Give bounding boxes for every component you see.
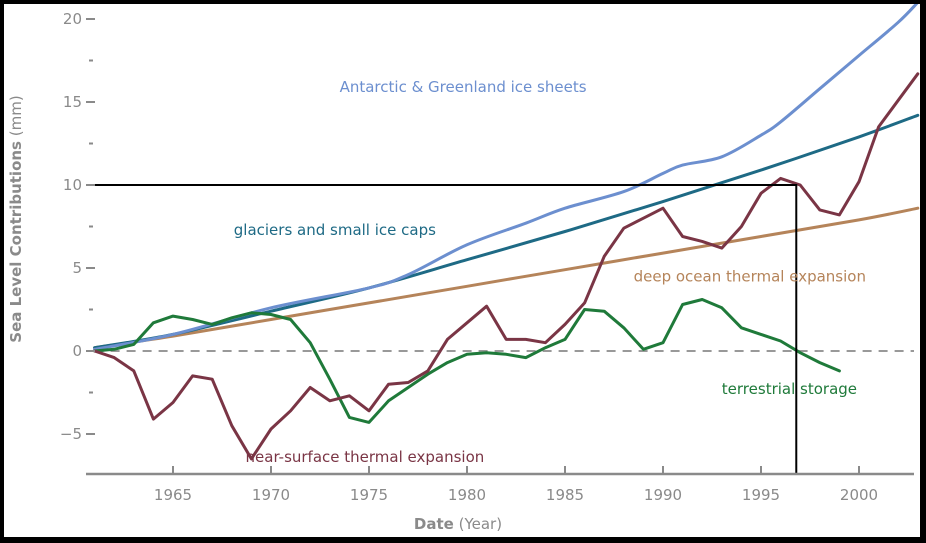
series-label-deep-ocean-thermal-expansion: deep ocean thermal expansion [634, 267, 866, 285]
y-tick-label: 20 [63, 10, 82, 28]
sea-level-chart: 1965 1970 1975 1980 1985 1990 1995 2000 −5 0 5 10 15… [7, 4, 920, 533]
x-tick-label: 1995 [742, 486, 780, 504]
x-tick-label: 1965 [154, 486, 192, 504]
x-tick-label: 1990 [644, 486, 682, 504]
y-tick-label: 10 [63, 176, 82, 194]
y-axis-title: Sea Level Contributions (mm) [7, 95, 25, 342]
series-line-terrestrial-storage [93, 298, 841, 424]
x-tick-label: 1970 [252, 486, 290, 504]
x-tick-label: 2000 [840, 486, 878, 504]
series-label-terrestrial-storage: terrestrial storage [722, 380, 857, 398]
x-tick-label: 1985 [546, 486, 584, 504]
x-tick-label: 1975 [350, 486, 388, 504]
series-line-glaciers-and-small-ice-caps [93, 113, 920, 350]
series-line-antarctic-greenland-ice-sheets [93, 4, 919, 351]
x-axis-title-main: Date [414, 515, 454, 533]
y-tick-label: −5 [60, 425, 82, 443]
y-axis-title-main: Sea Level Contributions [7, 141, 25, 343]
annotation-group [88, 184, 798, 474]
y-axis-title-unit: (mm) [7, 95, 25, 136]
series-labels-group: Antarctic & Greenland ice sheets glaciers… [234, 78, 866, 466]
annotation-crosshair-line [88, 184, 798, 474]
x-axis-title-unit: (Year) [459, 515, 502, 533]
series-label-glaciers-and-small-ice-caps: glaciers and small ice caps [234, 221, 436, 239]
series-label-near-surface-thermal-expansion: near-surface thermal expansion [246, 448, 485, 466]
y-tick-label: 0 [72, 342, 82, 360]
axes-group: 1965 1970 1975 1980 1985 1990 1995 2000 −5 0 5 10 15… [60, 10, 914, 504]
series-label-antarctic-greenland-ice-sheets: Antarctic & Greenland ice sheets [340, 78, 587, 96]
x-axis-title: Date (Year) [414, 515, 502, 533]
y-tick-label: 5 [72, 259, 82, 277]
y-tick-label: 15 [63, 93, 82, 111]
chart-canvas: 1965 1970 1975 1980 1985 1990 1995 2000 −5 0 5 10 15… [4, 4, 920, 537]
x-tick-label: 1980 [448, 486, 486, 504]
